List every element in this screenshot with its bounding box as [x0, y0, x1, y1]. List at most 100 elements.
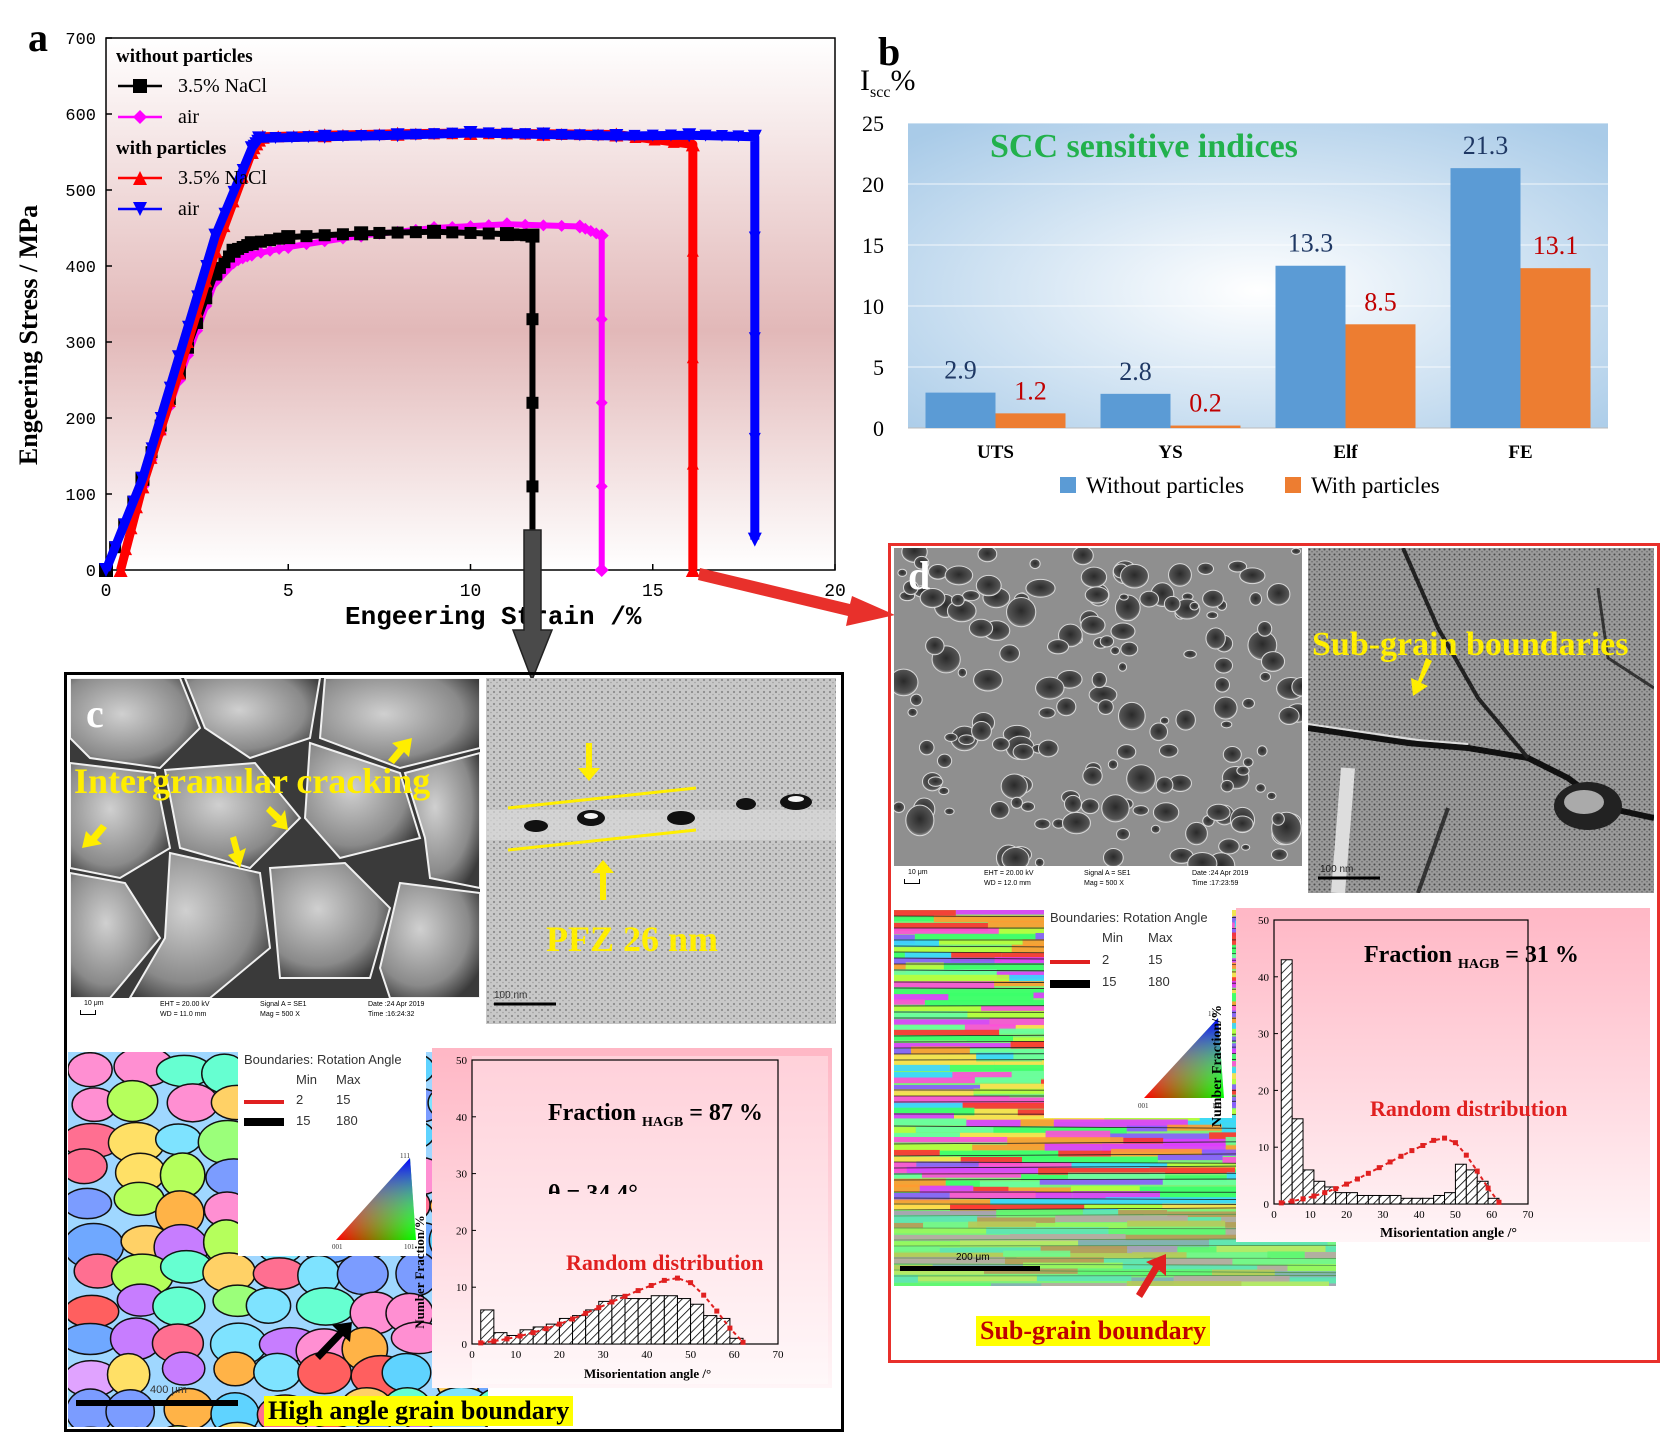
hist-bar	[676, 1298, 692, 1345]
data-point-marker	[594, 228, 609, 243]
legend-swatch	[1285, 477, 1301, 493]
random-point	[1311, 1193, 1317, 1199]
y-tick-label: 20	[862, 172, 884, 197]
legend-min-header: Min	[1102, 930, 1123, 945]
random-point	[1322, 1190, 1328, 1196]
data-point-marker	[273, 242, 286, 255]
x-tick-label: 10	[1305, 1209, 1317, 1221]
data-point-marker	[133, 79, 147, 93]
random-point	[1496, 1199, 1502, 1205]
bar	[1345, 324, 1416, 428]
random-point	[1398, 1153, 1404, 1159]
tem-subgrain-image: 100 nm	[1308, 548, 1654, 893]
data-point-marker	[747, 532, 762, 547]
data-point-marker	[592, 129, 605, 142]
legend-min-header: Min	[296, 1072, 317, 1087]
bar-value-label: 8.5	[1364, 287, 1397, 316]
bar	[1170, 425, 1241, 428]
data-point-marker	[244, 236, 259, 251]
data-point-marker	[113, 563, 128, 577]
panel-d-letter: d	[908, 553, 931, 598]
y-tick-label: 40	[456, 1112, 468, 1124]
data-point-marker	[667, 135, 680, 148]
y-tick-label: 10	[456, 1282, 468, 1294]
panel-c-letter: c	[86, 691, 104, 736]
crack-arrow	[388, 738, 412, 764]
data-point-marker	[336, 130, 349, 143]
low-angle-line-swatch	[244, 1100, 284, 1104]
random-distribution-curve	[1281, 1137, 1500, 1204]
scc-chart-title: SCC sensitive indices	[990, 128, 1298, 165]
data-point-marker	[685, 137, 700, 152]
y-tick-label: 0	[462, 1339, 468, 1351]
svg-text:101: 101	[1212, 1102, 1223, 1110]
y-tick-label: 0	[1264, 1199, 1270, 1211]
ebsd-scale-bar	[900, 1266, 1040, 1271]
hist-bar	[1389, 1194, 1402, 1205]
random-point	[1420, 1142, 1426, 1148]
legend-row-min: 2	[296, 1092, 304, 1107]
y-tick-label: 20	[456, 1225, 468, 1237]
legend-swatch	[1060, 477, 1076, 493]
legend-entry-label: air	[178, 106, 199, 128]
random-point	[701, 1292, 707, 1298]
sem-info-bar: 10 μm EHT = 20.00 kV WD = 11.0 mm Signal…	[70, 998, 480, 1024]
svg-text:100 nm: 100 nm	[1320, 864, 1353, 875]
data-point-marker	[390, 128, 405, 143]
low-angle-line-swatch	[1050, 960, 1090, 964]
random-point	[1376, 1165, 1382, 1171]
data-point-marker	[120, 543, 133, 556]
data-point-marker	[686, 457, 699, 470]
y-tick-label: 600	[65, 107, 96, 126]
random-point	[1278, 1200, 1284, 1206]
random-point	[727, 1325, 733, 1331]
y-tick-label: 0	[873, 416, 884, 441]
sem-dimple-image: 10 μm EHT = 20.00 kV WD = 12.0 mm Signal…	[894, 548, 1302, 893]
x-tick-label: 50	[685, 1349, 697, 1361]
legend-label: Without particles	[1086, 473, 1244, 498]
iscc-axis-title: Iscc%	[860, 64, 916, 101]
random-point	[491, 1338, 497, 1344]
data-point-marker	[748, 332, 761, 345]
random-point	[1354, 1176, 1360, 1182]
svg-text:101: 101	[404, 1243, 415, 1250]
sem-intergranular-image: 10 μm EHT = 20.00 kV WD = 11.0 mm Signal…	[70, 678, 480, 1024]
x-tick-label: 70	[773, 1349, 785, 1361]
hist-bar	[1367, 1194, 1380, 1205]
data-point-marker	[682, 128, 697, 143]
ebsd-scale-bar	[76, 1400, 238, 1406]
data-point-marker	[499, 227, 514, 242]
random-point	[1387, 1159, 1393, 1165]
data-point-marker	[595, 480, 608, 493]
data-point-marker	[336, 228, 349, 241]
data-point-marker	[748, 231, 761, 244]
y-tick-label: 30	[1258, 1029, 1270, 1041]
hist-bar	[1444, 1192, 1456, 1205]
data-point-marker	[699, 129, 712, 142]
data-point-marker	[594, 563, 609, 577]
hist-bar	[1280, 959, 1293, 1205]
hist-bar	[1422, 1197, 1435, 1205]
svg-text:111: 111	[400, 1152, 410, 1160]
random-point	[1300, 1196, 1306, 1202]
sub-grain-boundaries-label: Sub-grain boundaries	[1312, 626, 1629, 663]
crack-arrow	[266, 806, 288, 830]
data-point-marker	[646, 129, 659, 142]
data-point-marker	[536, 127, 551, 142]
random-point	[1333, 1186, 1339, 1192]
data-point-marker	[686, 351, 699, 364]
random-distribution-label-c: Random distribution	[566, 1250, 764, 1275]
data-point-marker	[428, 128, 441, 141]
hist-bar	[1346, 1192, 1358, 1205]
data-point-marker	[500, 127, 513, 140]
data-point-marker	[302, 131, 315, 144]
crack-arrow	[82, 824, 107, 848]
subgrain-caption: Sub-grain boundary	[976, 1316, 1211, 1346]
data-point-marker	[264, 234, 277, 247]
hist-bar	[650, 1295, 665, 1345]
data-point-marker	[685, 563, 700, 577]
y-tick-label: 300	[65, 335, 96, 354]
x-tick-label: 20	[1341, 1209, 1353, 1221]
legend-entry-label: air	[178, 198, 199, 220]
